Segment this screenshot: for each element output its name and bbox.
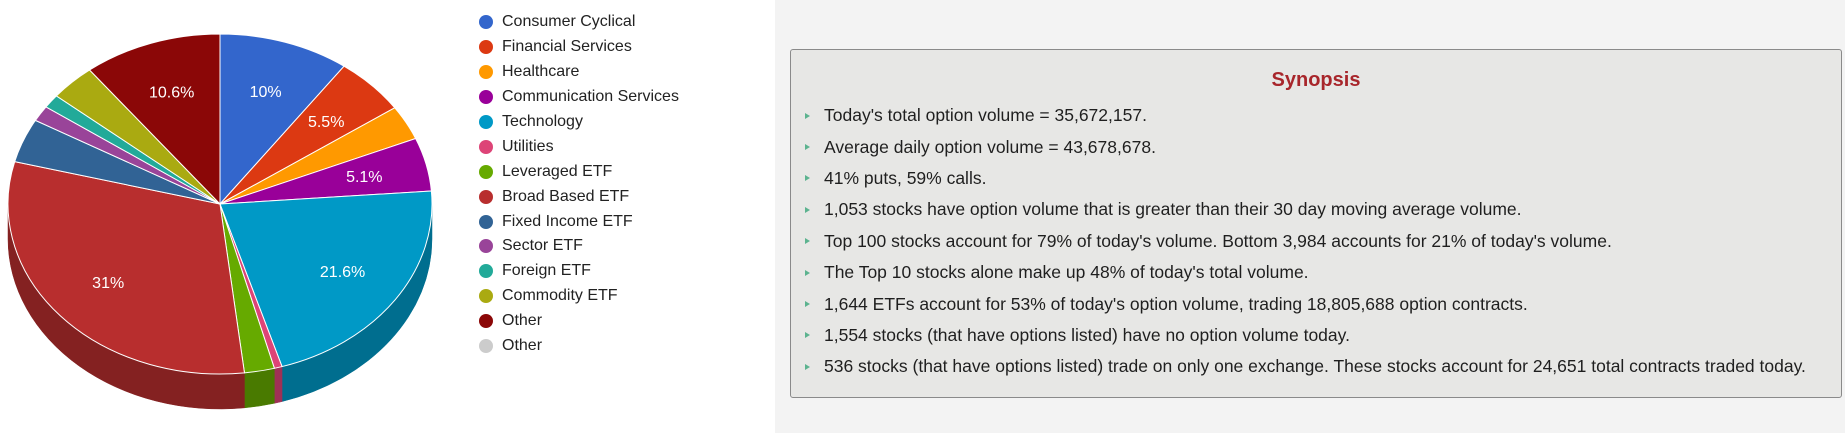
synopsis-item-text: 1,554 stocks (that have options listed) … (824, 324, 1350, 345)
bullet-arrow-icon (805, 301, 810, 308)
legend-swatch (479, 15, 493, 30)
legend-item: Healthcare (479, 60, 679, 85)
synopsis-item-text: Average daily option volume = 43,678,678… (824, 136, 1156, 157)
synopsis-item: 1,053 stocks have option volume that is … (791, 194, 1841, 225)
synopsis-item-text: The Top 10 stocks alone make up 48% of t… (824, 262, 1309, 283)
pie-slice-12 (88, 33, 221, 206)
legend-swatch (479, 189, 493, 204)
synopsis-item-text: 1,644 ETFs account for 53% of today's op… (824, 293, 1528, 314)
synopsis-item: 1,554 stocks (that have options listed) … (791, 320, 1841, 351)
synopsis-item: Average daily option volume = 43,678,678… (791, 131, 1841, 162)
legend-label: Technology (502, 113, 583, 130)
legend-label: Consumer Cyclical (502, 13, 636, 31)
legend-swatch (479, 214, 493, 229)
synopsis-item: Today's total option volume = 35,672,157… (791, 100, 1841, 131)
pie-chart: 10% 5.5% 5.1% 21.6% 31% 10.6% (7, 33, 433, 410)
legend-label: Healthcare (502, 63, 580, 81)
synopsis-item-text: 41% puts, 59% calls. (824, 167, 987, 188)
legend-swatch (479, 289, 493, 304)
legend-label: Leveraged ETF (502, 162, 613, 180)
legend-item: Other (479, 334, 679, 359)
legend-swatch (479, 139, 493, 154)
bullet-arrow-icon (805, 363, 810, 370)
legend-item: Commodity ETF (479, 284, 679, 309)
bullet-arrow-icon (805, 238, 810, 245)
pie-side-group (7, 203, 433, 410)
legend-item: Leveraged ETF (479, 159, 679, 184)
pie-slice-4 (219, 190, 433, 368)
pie-slice-side-6 (244, 368, 275, 409)
chart-panel: 10% 5.5% 5.1% 21.6% 31% 10.6% Consumer Cyclic… (0, 0, 775, 433)
pie-slice-label-4: 21.6% (320, 264, 365, 281)
legend-swatch (479, 264, 493, 279)
bullet-arrow-icon (805, 206, 810, 213)
pie-slice-label-12: 10.6% (149, 85, 194, 102)
pie-slice-label-3: 5.1% (346, 169, 382, 186)
bullet-arrow-icon (805, 269, 810, 276)
pie-slice-7 (7, 161, 246, 375)
synopsis-item: 41% puts, 59% calls. (791, 163, 1841, 194)
legend-label: Fixed Income ETF (502, 212, 633, 230)
legend-label: Commodity ETF (502, 287, 618, 305)
synopsis-item-text: 536 stocks (that have options listed) tr… (824, 356, 1806, 377)
synopsis-item-text: 1,053 stocks have option volume that is … (824, 199, 1522, 220)
legend-label: Utilities (502, 137, 554, 155)
legend-item: Communication Services (479, 85, 679, 110)
legend-item: Broad Based ETF (479, 184, 679, 209)
legend-item: Sector ETF (479, 234, 679, 259)
legend-label: Other (502, 337, 543, 355)
bullet-arrow-icon (805, 175, 810, 182)
legend-label: Communication Services (502, 88, 679, 106)
pie-slice-label-0: 10% (250, 84, 282, 101)
pie-slice-side-5 (274, 366, 283, 404)
legend-item: Financial Services (479, 35, 679, 60)
legend-swatch (479, 115, 493, 129)
legend-item: Technology (479, 110, 679, 135)
pie-slice-label-7: 31% (92, 275, 124, 292)
chart-legend: Consumer Cyclical Financial Services Healt… (479, 10, 679, 358)
bullet-arrow-icon (805, 332, 810, 339)
legend-item: Utilities (479, 134, 679, 159)
legend-label: Financial Services (502, 38, 632, 56)
synopsis-item-text: Today's total option volume = 35,672,157… (824, 105, 1147, 126)
synopsis-title: Synopsis (1271, 69, 1361, 91)
legend-swatch (479, 90, 493, 105)
legend-label: Foreign ETF (502, 262, 591, 280)
bullet-arrow-icon (805, 112, 810, 119)
synopsis-box: Synopsis Today's total option volume = 3… (790, 49, 1842, 398)
legend-item: Fixed Income ETF (479, 209, 679, 234)
pie-label-group: 10% 5.5% 5.1% 21.6% 31% 10.6% (92, 84, 382, 292)
bullet-arrow-icon (805, 144, 810, 151)
pie-slice-label-1: 5.5% (308, 114, 344, 131)
pie-top-group (7, 33, 433, 375)
legend-swatch (479, 314, 493, 329)
synopsis-panel: Synopsis Today's total option volume = 3… (775, 0, 1845, 433)
legend-label: Broad Based ETF (502, 187, 630, 205)
synopsis-item-text: Top 100 stocks account for 79% of today'… (824, 230, 1612, 251)
legend-item: Foreign ETF (479, 259, 679, 284)
synopsis-list: Today's total option volume = 35,672,157… (791, 100, 1841, 383)
synopsis-item: 1,644 ETFs account for 53% of today's op… (791, 288, 1841, 319)
legend-label: Other (502, 312, 543, 330)
synopsis-item: 536 stocks (that have options listed) tr… (791, 351, 1841, 382)
synopsis-item: Top 100 stocks account for 79% of today'… (791, 226, 1841, 257)
legend-item: Consumer Cyclical (479, 10, 679, 35)
synopsis-item: The Top 10 stocks alone make up 48% of t… (791, 257, 1841, 288)
pie-slice-0 (219, 33, 345, 206)
legend-swatch (479, 40, 493, 55)
legend-swatch (479, 65, 493, 80)
legend-swatch (479, 164, 493, 179)
legend-item: Other (479, 309, 679, 334)
legend-label: Sector ETF (502, 237, 583, 255)
legend-swatch (479, 239, 493, 254)
legend-swatch (479, 339, 493, 354)
